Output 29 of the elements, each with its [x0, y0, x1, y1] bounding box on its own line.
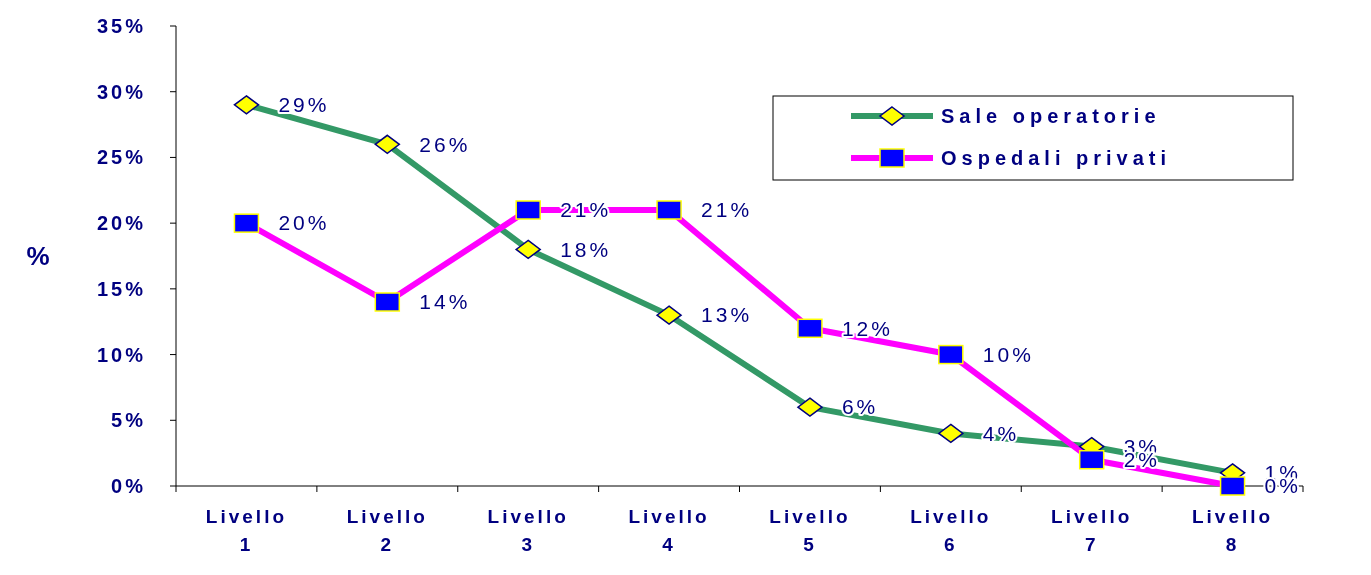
data-label: 6% — [841, 395, 879, 419]
x-tick-label: Livello 2 — [346, 506, 428, 555]
data-label: 18% — [560, 237, 612, 261]
data-label: 21% — [701, 198, 753, 222]
x-tick-label: Livello 7 — [1051, 506, 1133, 555]
y-tick-label: 20% — [96, 212, 146, 235]
data-label: 10% — [982, 342, 1034, 366]
y-tick-label: 35% — [96, 15, 146, 37]
legend-label: Ospedali privati — [941, 147, 1172, 169]
y-tick-label: 30% — [96, 80, 146, 103]
data-label: 13% — [701, 303, 753, 327]
x-tick-label: Livello 3 — [487, 506, 569, 555]
data-label: 14% — [419, 290, 471, 314]
data-label: 29% — [278, 93, 330, 117]
data-label: 26% — [419, 132, 471, 156]
x-tick-label: Livello 5 — [769, 506, 851, 555]
x-tick-label: Livello 4 — [628, 506, 710, 555]
x-tick-label: Livello 8 — [1191, 506, 1274, 555]
data-label: 12% — [841, 316, 893, 340]
x-tick-label: Livello 6 — [910, 506, 992, 555]
x-tick-label: Livello 1 — [205, 506, 288, 555]
y-tick-label: 15% — [96, 277, 146, 300]
y-tick-label: 25% — [96, 146, 146, 169]
y-axis-title: % — [26, 241, 50, 272]
y-tick-label: 10% — [96, 343, 146, 366]
y-tick-label: 0% — [111, 475, 146, 497]
legend-label: Sale operatorie — [941, 105, 1161, 127]
y-tick-label: 5% — [111, 409, 146, 432]
data-label: 20% — [278, 211, 330, 235]
